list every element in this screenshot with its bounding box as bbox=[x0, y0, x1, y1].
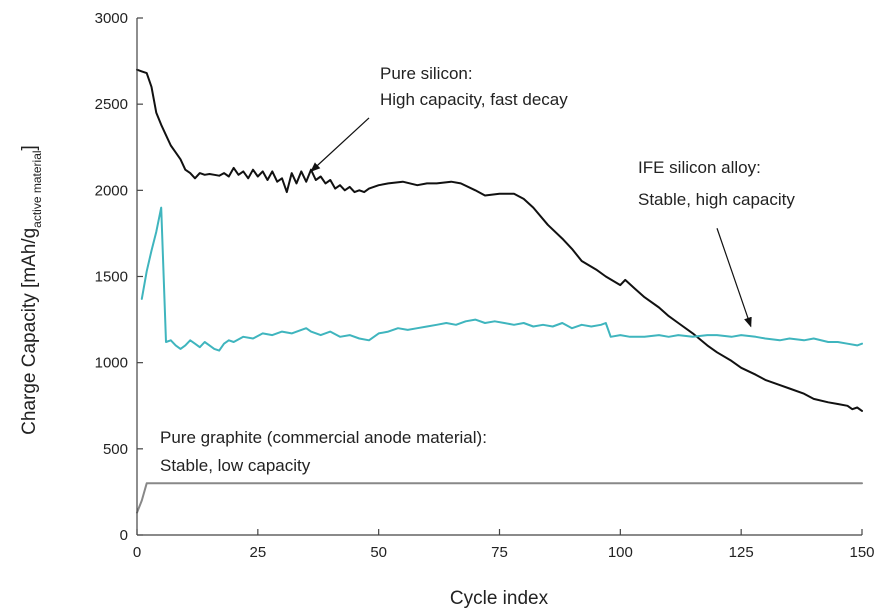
x-axis-title: Cycle index bbox=[450, 588, 549, 609]
y-axis-title: Charge Capacity [mAh/gactive material] bbox=[19, 145, 44, 435]
series-line-pure-silicon bbox=[136, 68, 863, 412]
annotation-silicon-arrow bbox=[310, 117, 370, 173]
y-tick-label: 2000 bbox=[95, 182, 128, 199]
x-tick-label: 150 bbox=[849, 544, 874, 561]
x-tick-label: 0 bbox=[133, 544, 141, 561]
y-axis-title-subscript: active material bbox=[30, 150, 44, 227]
x-tick-label: 125 bbox=[729, 544, 754, 561]
x-tick-label: 50 bbox=[370, 544, 387, 561]
y-ticks: 0 500 1000 1500 2000 2500 3000 bbox=[95, 10, 143, 544]
annotation-pure-graphite: Pure graphite (commercial anode material… bbox=[160, 428, 487, 475]
y-axis-title-close: ] bbox=[19, 145, 40, 150]
series-line-pure-graphite bbox=[136, 482, 863, 514]
annotation-alloy-arrow bbox=[716, 228, 752, 328]
annotation-silicon-line2: High capacity, fast decay bbox=[380, 90, 568, 109]
annotation-graphite-line1: Pure graphite (commercial anode material… bbox=[160, 428, 487, 447]
x-ticks: 0 25 50 75 100 125 150 bbox=[133, 529, 875, 561]
y-tick-label: 3000 bbox=[95, 10, 128, 27]
y-tick-label: 1500 bbox=[95, 269, 128, 286]
x-tick-label: 25 bbox=[249, 544, 266, 561]
y-tick-label: 1000 bbox=[95, 355, 128, 372]
y-axis-title-main: Charge Capacity [mAh/g bbox=[19, 228, 40, 435]
annotation-silicon-line1: Pure silicon: bbox=[380, 64, 473, 83]
x-tick-label: 75 bbox=[491, 544, 508, 561]
y-tick-label: 0 bbox=[120, 527, 128, 544]
annotation-alloy-line1: IFE silicon alloy: bbox=[638, 158, 761, 177]
series-layer bbox=[136, 68, 863, 514]
y-tick-label: 2500 bbox=[95, 96, 128, 113]
annotation-ife-alloy: IFE silicon alloy: Stable, high capacity bbox=[638, 158, 795, 328]
annotation-alloy-line2: Stable, high capacity bbox=[638, 190, 795, 209]
series-line-ife-silicon-alloy bbox=[140, 206, 863, 352]
annotation-graphite-line2: Stable, low capacity bbox=[160, 456, 311, 475]
annotation-pure-silicon: Pure silicon: High capacity, fast decay bbox=[310, 64, 568, 173]
x-tick-label: 100 bbox=[608, 544, 633, 561]
y-tick-label: 500 bbox=[103, 441, 128, 458]
